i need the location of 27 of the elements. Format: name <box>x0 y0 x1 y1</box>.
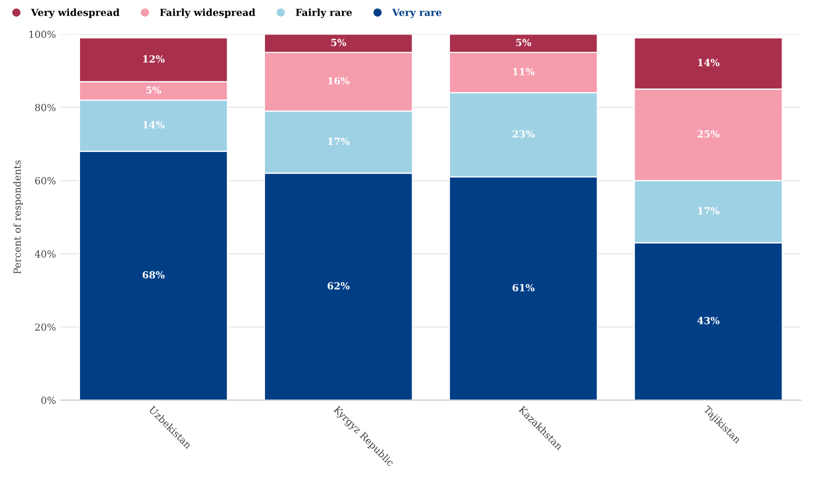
data-label: 11% <box>513 68 535 76</box>
data-label: 14% <box>698 58 720 66</box>
data-label: 43% <box>697 316 720 324</box>
y-tick-label: 100% <box>30 30 56 38</box>
legend-label: Very widespread <box>30 8 120 18</box>
data-label: 5% <box>146 86 162 94</box>
y-tick-label: 60% <box>35 177 56 184</box>
y-tick-label: 80% <box>35 104 56 112</box>
y-axis-title: Percent of respondents <box>13 160 23 274</box>
legend-label: Fairly widespread <box>160 8 256 18</box>
data-label: 16% <box>328 77 350 85</box>
data-label: 12% <box>143 55 165 63</box>
data-label: 62% <box>328 282 350 290</box>
y-tick-label: 40% <box>34 250 56 258</box>
data-label: 5% <box>331 38 346 46</box>
data-label: 25% <box>698 130 720 138</box>
data-label: 17% <box>698 207 720 214</box>
data-label: 14% <box>143 121 165 128</box>
data-label: 17% <box>328 138 350 145</box>
legend-label: Fairly rare <box>296 8 352 18</box>
data-label: 68% <box>142 271 165 279</box>
y-tick-label: 20% <box>35 323 56 331</box>
data-label: 5% <box>516 38 532 46</box>
y-tick-label: 0% <box>41 396 56 404</box>
data-label: 61% <box>512 284 535 292</box>
text: Very rare <box>392 8 442 18</box>
data-label: 23% <box>512 130 535 138</box>
